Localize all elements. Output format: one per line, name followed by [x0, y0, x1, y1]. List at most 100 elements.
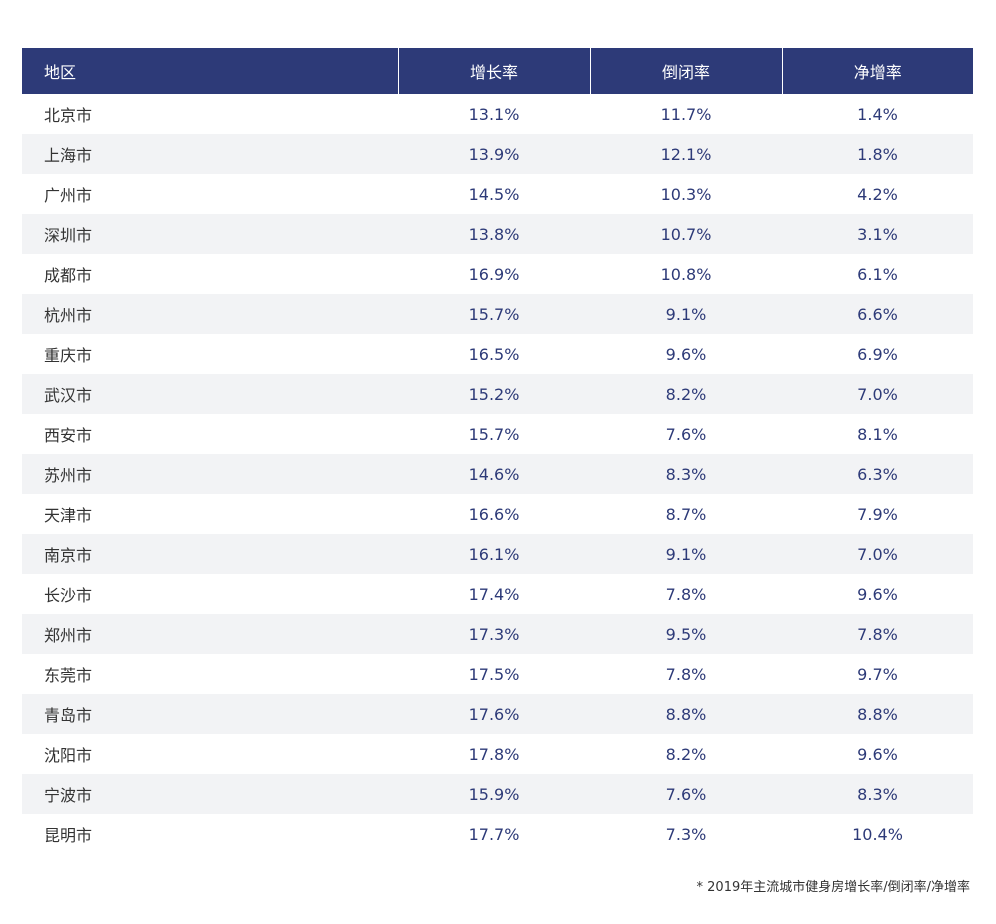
city-cell: 南京市: [22, 534, 398, 574]
table-row: 长沙市 17.4% 7.8% 9.6%: [22, 574, 973, 614]
city-cell: 北京市: [44, 106, 93, 125]
city-cell: 上海市: [22, 134, 398, 174]
table-row: 东莞市 17.5% 7.8% 9.7%: [22, 654, 973, 694]
value-cell: 17.7%: [468, 824, 520, 844]
table-row: 郑州市 17.3% 9.5% 7.8%: [22, 614, 973, 654]
value-cell: 15.9%: [398, 774, 590, 814]
value-cell: 9.6%: [857, 584, 898, 604]
table-row: 重庆市 16.5% 9.6% 6.9%: [22, 334, 973, 374]
value-cell: 1.4%: [857, 104, 898, 124]
table-row: 南京市 16.1% 9.1% 7.0%: [22, 534, 973, 574]
table-row: 深圳市 13.8% 10.7% 3.1%: [22, 214, 973, 254]
value-cell: 6.9%: [857, 344, 898, 364]
header-cell: 净增率: [781, 48, 973, 94]
value-cell: 17.3%: [398, 614, 590, 654]
value-cell: 17.6%: [398, 694, 590, 734]
value-cell: 8.2%: [665, 744, 707, 764]
value-cell: 9.1%: [590, 534, 782, 574]
value-cell: 16.1%: [398, 534, 590, 574]
value-cell: 4.2%: [857, 184, 898, 204]
value-cell: 7.0%: [782, 534, 973, 574]
city-cell: 杭州市: [22, 294, 398, 334]
value-cell: 15.7%: [468, 424, 520, 444]
value-cell: 8.3%: [782, 774, 973, 814]
city-cell: 西安市: [44, 426, 93, 445]
table-body: 北京市 13.1% 11.7% 1.4% 上海市 13.9% 12.1% 1.8% 广州市 14.…: [22, 94, 973, 854]
city-cell: 重庆市: [44, 346, 93, 365]
value-cell: 10.7%: [590, 214, 782, 254]
value-cell: 17.5%: [468, 664, 520, 684]
table-row: 上海市 13.9% 12.1% 1.8%: [22, 134, 973, 174]
value-cell: 7.0%: [782, 374, 973, 414]
value-cell: 7.6%: [590, 774, 782, 814]
value-cell: 9.6%: [857, 744, 898, 764]
city-cell: 成都市: [44, 266, 93, 285]
value-cell: 8.7%: [665, 504, 707, 524]
value-cell: 17.4%: [468, 584, 520, 604]
value-cell: 7.6%: [665, 424, 707, 444]
city-cell: 郑州市: [22, 614, 398, 654]
table-row: 昆明市 17.7% 7.3% 10.4%: [22, 814, 973, 854]
value-cell: 9.6%: [665, 344, 707, 364]
value-cell: 15.7%: [398, 294, 590, 334]
value-cell: 7.3%: [665, 824, 707, 844]
city-cell: 东莞市: [44, 666, 93, 685]
city-cell: 宁波市: [22, 774, 398, 814]
table-row: 武汉市 15.2% 8.2% 7.0%: [22, 374, 973, 414]
value-cell: 16.6%: [468, 504, 520, 524]
data-table: 地区 增长率 倒闭率 净增率 北京市 13.1% 11.7% 1.4% 上海市 13.9% 12.…: [22, 48, 973, 854]
city-cell: 青岛市: [22, 694, 398, 734]
value-cell: 11.7%: [660, 104, 712, 124]
value-cell: 8.8%: [782, 694, 973, 734]
city-cell: 广州市: [44, 186, 93, 205]
header-cell: 增长率: [397, 48, 590, 94]
value-cell: 6.1%: [857, 264, 898, 284]
value-cell: 8.2%: [590, 374, 782, 414]
city-cell: 沈阳市: [44, 746, 93, 765]
value-cell: 14.6%: [398, 454, 590, 494]
table-row: 苏州市 14.6% 8.3% 6.3%: [22, 454, 973, 494]
header-cell: 地区: [22, 48, 398, 94]
value-cell: 10.3%: [660, 184, 712, 204]
value-cell: 6.6%: [782, 294, 973, 334]
table-row: 沈阳市 17.8% 8.2% 9.6%: [22, 734, 973, 774]
header-row: 地区 增长率 倒闭率 净增率: [22, 48, 973, 94]
value-cell: 7.8%: [782, 614, 973, 654]
value-cell: 9.1%: [590, 294, 782, 334]
value-cell: 9.5%: [590, 614, 782, 654]
city-cell: 天津市: [44, 506, 93, 525]
value-cell: 7.8%: [665, 584, 707, 604]
table-row: 青岛市 17.6% 8.8% 8.8%: [22, 694, 973, 734]
value-cell: 8.8%: [590, 694, 782, 734]
value-cell: 10.4%: [852, 824, 903, 844]
value-cell: 3.1%: [782, 214, 973, 254]
city-cell: 昆明市: [44, 826, 93, 845]
value-cell: 8.3%: [590, 454, 782, 494]
table-row: 天津市 16.6% 8.7% 7.9%: [22, 494, 973, 534]
city-cell: 武汉市: [22, 374, 398, 414]
value-cell: 7.9%: [857, 504, 898, 524]
value-cell: 14.5%: [468, 184, 520, 204]
value-cell: 1.8%: [782, 134, 973, 174]
value-cell: 13.9%: [398, 134, 590, 174]
table-row: 广州市 14.5% 10.3% 4.2%: [22, 174, 973, 214]
value-cell: 9.7%: [857, 664, 898, 684]
city-cell: 深圳市: [22, 214, 398, 254]
value-cell: 10.8%: [660, 264, 712, 284]
value-cell: 16.9%: [468, 264, 520, 284]
city-cell: 长沙市: [44, 586, 93, 605]
value-cell: 16.5%: [468, 344, 520, 364]
footnote: * 2019年主流城市健身房增长率/倒闭率/净增率: [696, 880, 970, 895]
value-cell: 15.2%: [398, 374, 590, 414]
value-cell: 8.1%: [857, 424, 898, 444]
table-row: 宁波市 15.9% 7.6% 8.3%: [22, 774, 973, 814]
table-row: 西安市 15.7% 7.6% 8.1%: [22, 414, 973, 454]
header-cell: 倒闭率: [589, 48, 782, 94]
value-cell: 12.1%: [590, 134, 782, 174]
value-cell: 17.8%: [468, 744, 520, 764]
city-cell: 苏州市: [22, 454, 398, 494]
table-row: 北京市 13.1% 11.7% 1.4%: [22, 94, 973, 134]
value-cell: 6.3%: [782, 454, 973, 494]
value-cell: 7.8%: [665, 664, 707, 684]
